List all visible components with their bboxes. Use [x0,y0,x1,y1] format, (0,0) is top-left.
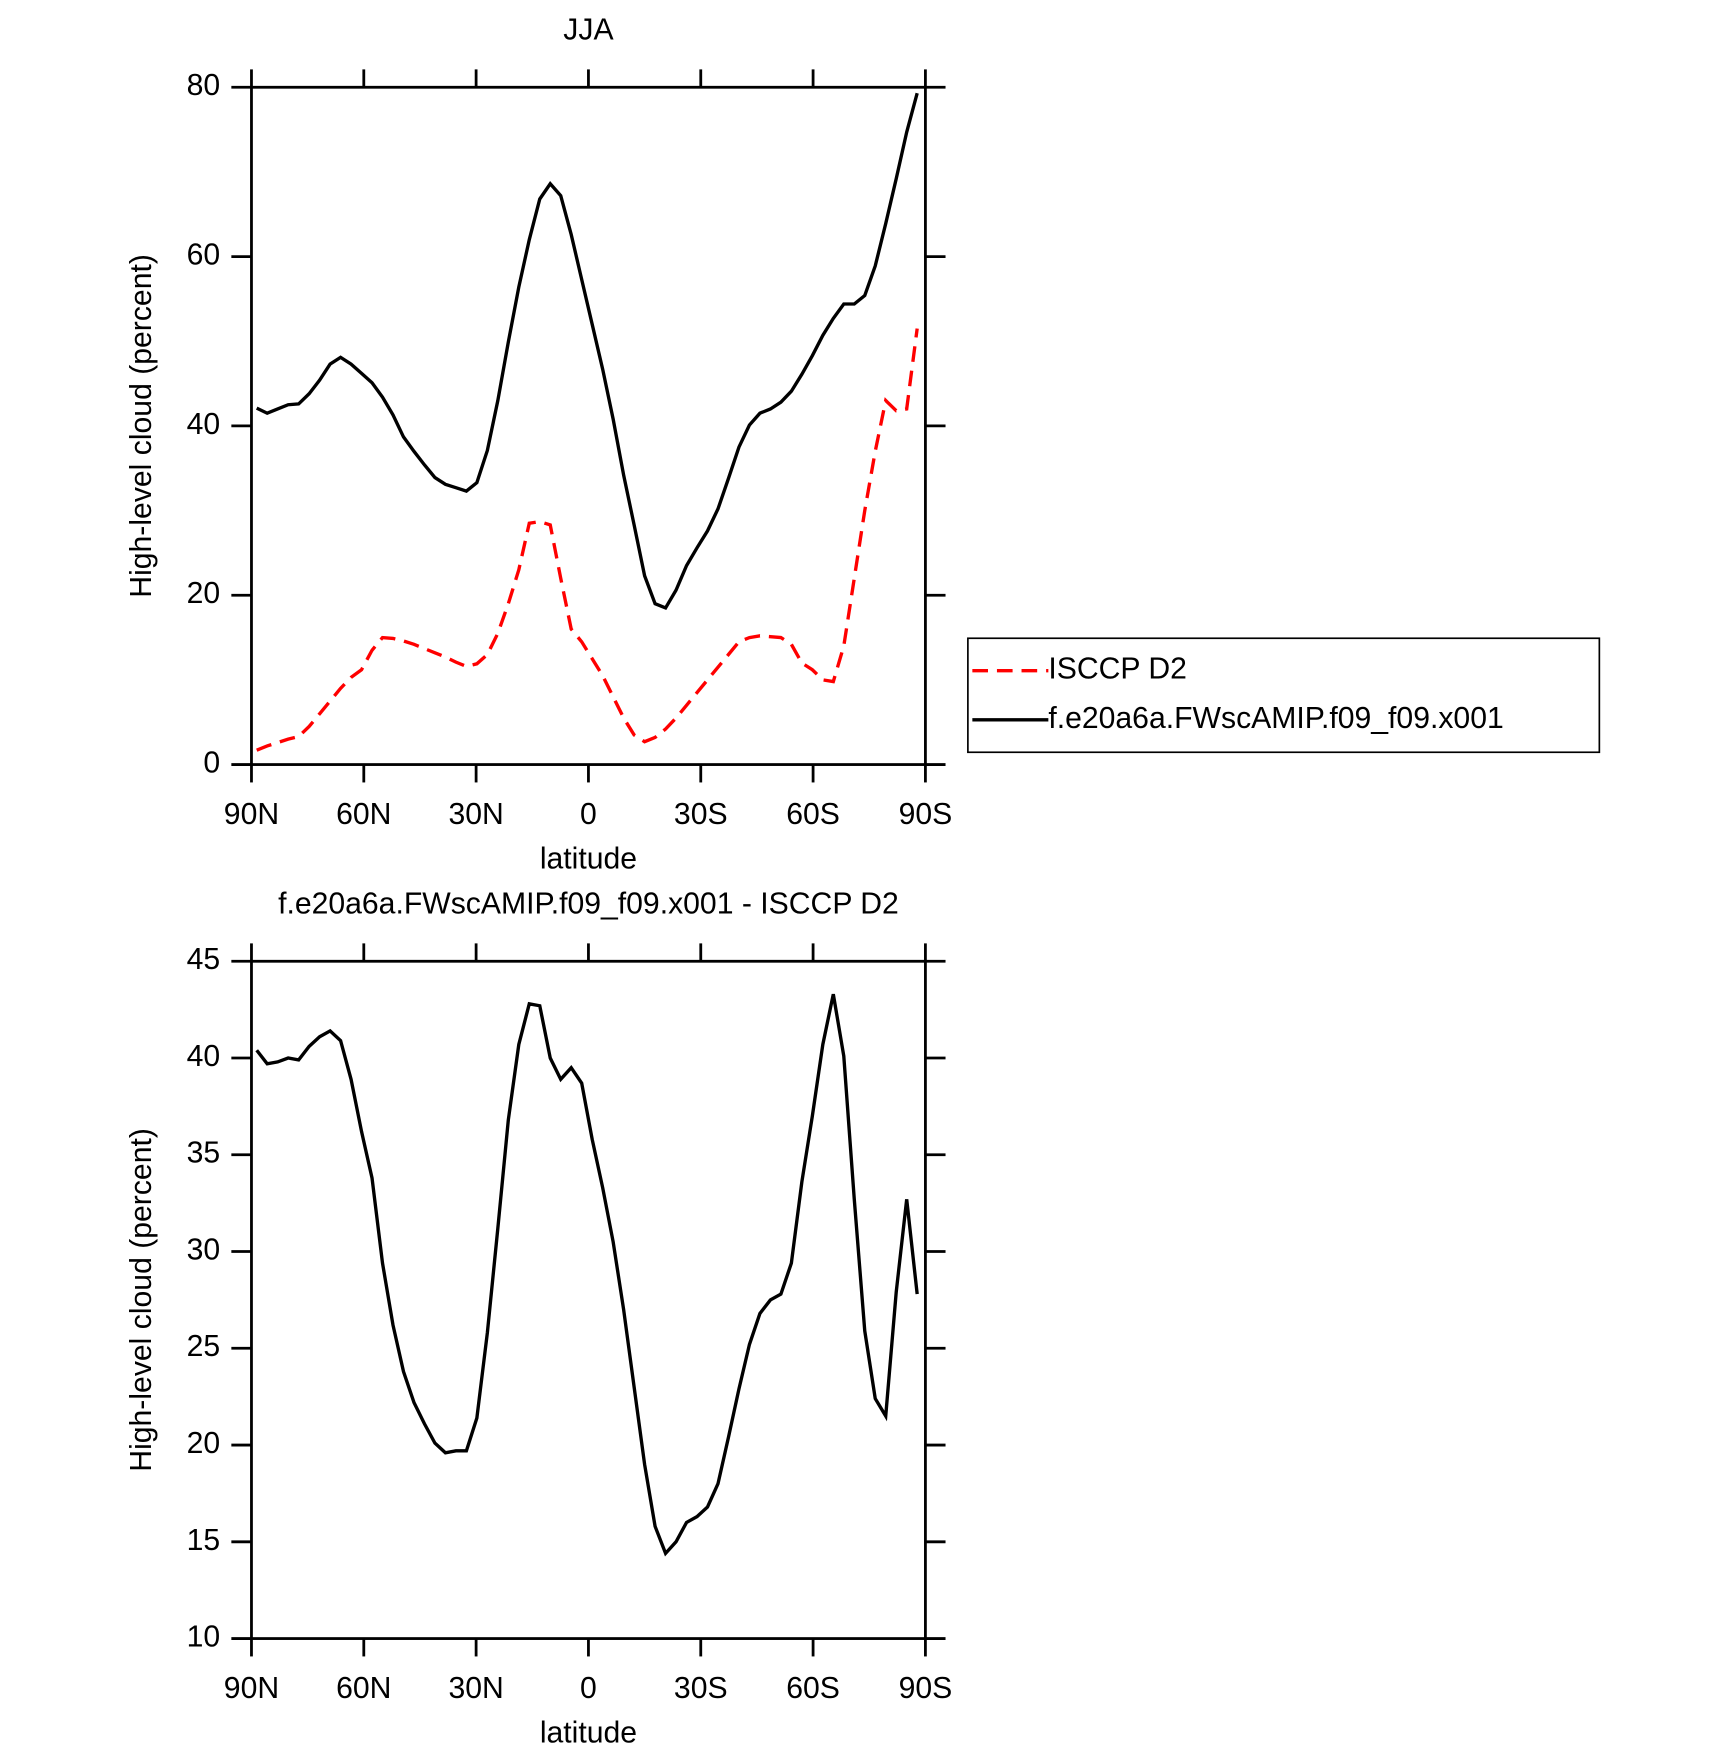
chart-title: f.e20a6a.FWscAMIP.f09_f09.x001 - ISCCP D… [278,887,899,920]
x-tick-label: 60N [336,798,391,831]
x-tick-label: 60S [786,1672,840,1705]
y-tick-label: 80 [187,69,221,102]
x-tick-label: 90S [899,798,953,831]
y-tick-label: 20 [187,577,221,610]
legend-label: f.e20a6a.FWscAMIP.f09_f09.x001 [1048,702,1503,735]
y-tick-label: 45 [187,943,221,976]
x-tick-label: 30S [674,798,728,831]
y-tick-label: 35 [187,1137,221,1170]
y-axis-label: High-level cloud (percent) [125,1128,158,1472]
chart-title: JJA [563,13,614,46]
y-axis-label: High-level cloud (percent) [125,254,158,598]
x-axis-label: latitude [540,843,637,876]
y-tick-label: 60 [187,239,221,272]
x-tick-label: 90S [899,1672,953,1705]
data-line [255,92,919,611]
x-tick-label: 90N [224,798,279,831]
legend-label: ISCCP D2 [1048,653,1187,686]
y-tick-label: 20 [187,1427,221,1460]
y-tick-label: 10 [187,1621,221,1654]
x-tick-label: 30N [448,798,503,831]
y-tick-label: 25 [187,1330,221,1363]
x-axis-label: latitude [540,1717,637,1750]
plot-frame [250,85,927,766]
x-tick-label: 60S [786,798,840,831]
x-tick-label: 60N [336,1672,391,1705]
y-tick-label: 30 [187,1234,221,1267]
y-tick-label: 0 [203,747,220,780]
data-line [256,328,919,752]
y-tick-label: 40 [187,408,221,441]
data-line [255,993,919,1557]
y-tick-label: 40 [187,1040,221,1073]
x-tick-label: 30N [448,1672,503,1705]
y-tick-label: 15 [187,1524,221,1557]
legend-box [967,637,1601,754]
plot-frame [250,959,927,1640]
x-tick-label: 30S [674,1672,728,1705]
x-tick-label: 90N [224,1672,279,1705]
x-tick-label: 0 [580,798,597,831]
x-tick-label: 0 [580,1672,597,1705]
